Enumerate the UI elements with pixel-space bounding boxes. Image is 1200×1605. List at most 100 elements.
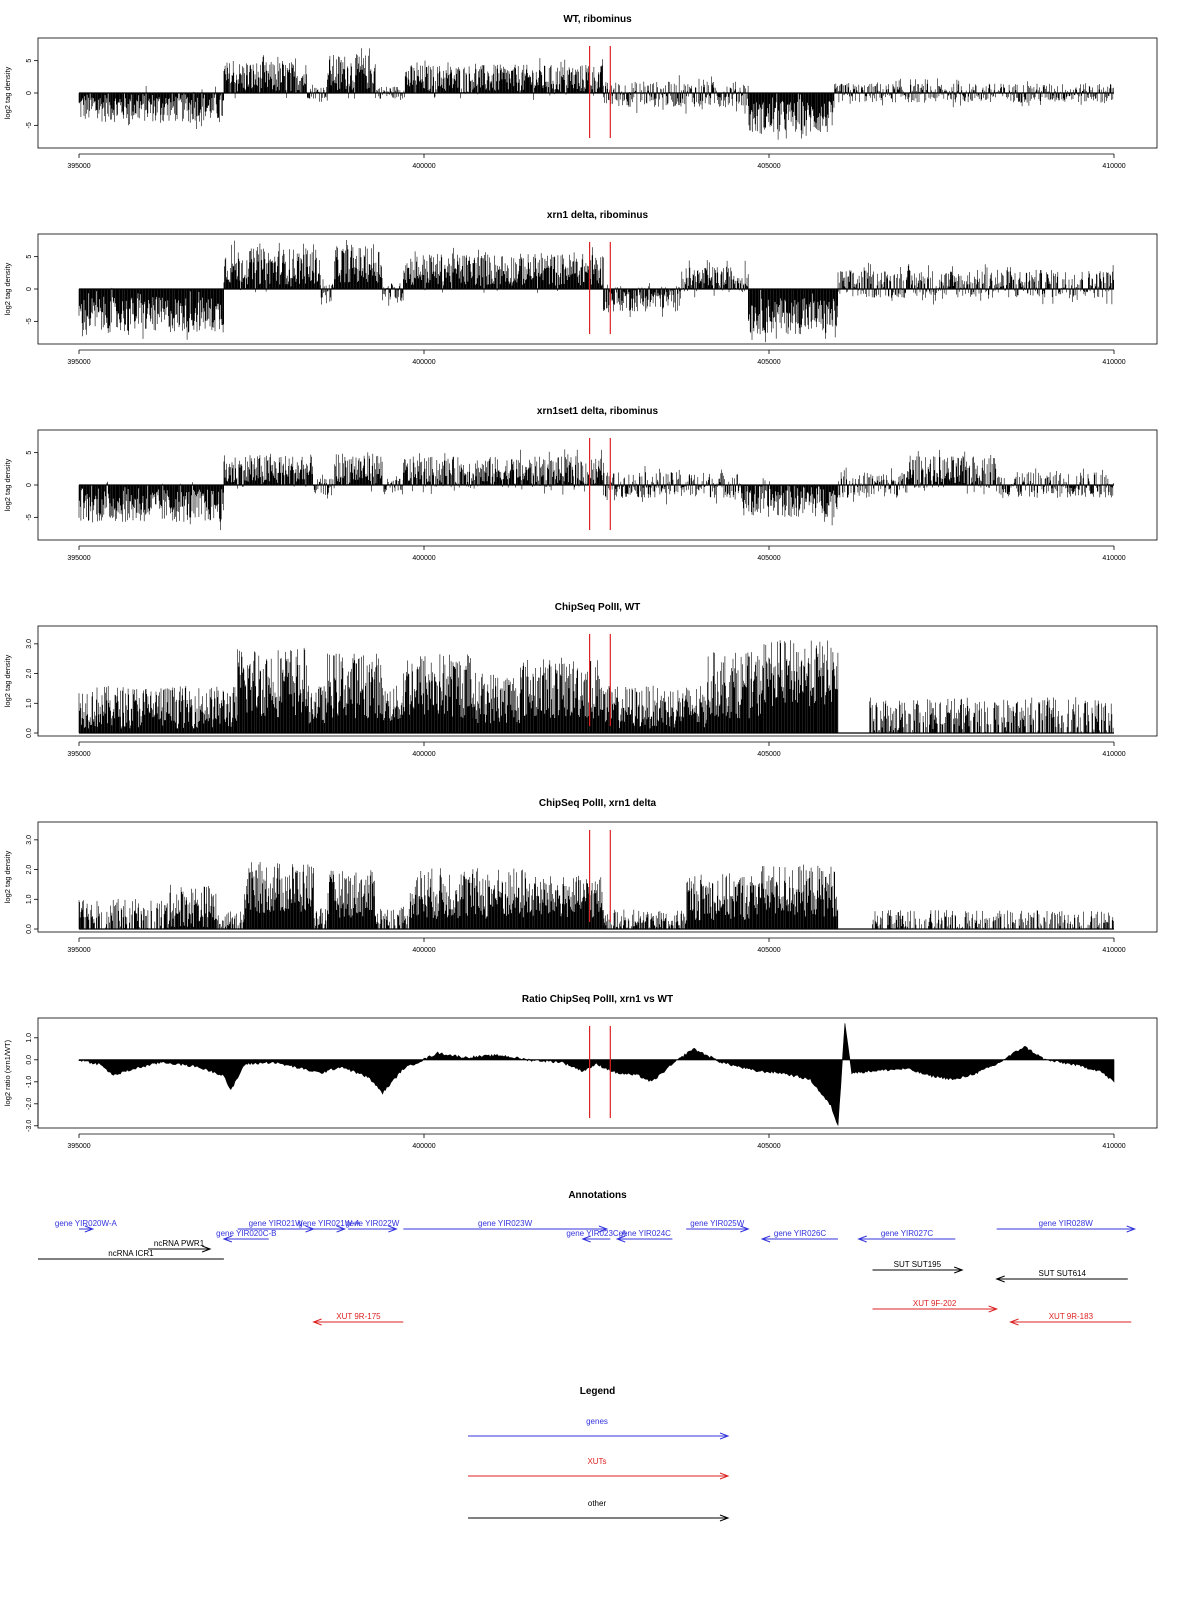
x-tick-label: 400000 <box>412 1143 435 1150</box>
y-tick-label: 3.0 <box>26 639 33 649</box>
feature-label: gene YIR023C-A <box>566 1229 627 1238</box>
feature-label: SUT SUT614 <box>1039 1269 1087 1278</box>
panel-title: Ratio ChipSeq PolII, xrn1 vs WT <box>522 994 673 1005</box>
feature-arrow-head <box>388 1225 398 1233</box>
y-tick-label: 5 <box>26 451 33 455</box>
x-tick-label: 395000 <box>67 751 90 758</box>
y-tick-label: 5 <box>26 59 33 63</box>
feature-label: gene YIR021W-A <box>298 1219 361 1228</box>
annotation-feature: SUT SUT614 <box>995 1269 1128 1283</box>
signal-bars <box>78 449 1114 531</box>
x-tick-label: 410000 <box>1102 947 1125 954</box>
feature-label: gene YIR024C <box>619 1229 672 1238</box>
panel-3: xrn1set1 delta, ribominus -5 0 5 log2 tag de… <box>3 406 1158 562</box>
annotation-feature: XUT 9F-202 <box>872 1299 999 1313</box>
legend-label: other <box>588 1499 607 1508</box>
x-tick-label: 395000 <box>67 359 90 366</box>
y-tick-label: 1.0 <box>26 894 33 904</box>
y-axis: -5 0 5 log2 tag density <box>3 451 39 520</box>
x-tick-label: 400000 <box>412 751 435 758</box>
feature-label: gene YIR020W-A <box>55 1219 118 1228</box>
annotation-feature: gene YIR023C-A <box>566 1229 627 1243</box>
y-tick-label: 0.0 <box>26 924 33 934</box>
ratio-area <box>78 1023 1115 1127</box>
panel-2: xrn1 delta, ribominus -5 0 5 log2 tag densit… <box>3 210 1158 366</box>
feature-arrow-head <box>740 1225 750 1233</box>
y-axis-label: log2 tag density <box>3 66 12 119</box>
feature-label: SUT SUT195 <box>894 1260 942 1269</box>
y-tick-label: 1.0 <box>26 1033 33 1043</box>
annotation-feature: gene YIR028W <box>996 1219 1137 1233</box>
annotations-title: Annotations <box>568 1190 627 1201</box>
annotation-feature: XUT 9R-183 <box>1009 1312 1132 1326</box>
annotation-feature: XUT 9R-175 <box>312 1312 404 1326</box>
y-tick-label: -3.0 <box>26 1120 33 1132</box>
y-tick-label: 0.0 <box>26 1055 33 1065</box>
feature-label: gene YIR020C-B <box>216 1229 276 1238</box>
feature-arrow-head <box>336 1225 347 1233</box>
plot-frame <box>37 1017 1158 1129</box>
feature-arrow-head <box>581 1235 591 1243</box>
panel-5: ChipSeq PolII, xrn1 delta 0.0 1.0 2.0 3.0 log… <box>3 798 1158 954</box>
panel-4: ChipSeq PolII, WT 0.0 1.0 2.0 3.0 log2 tag de… <box>3 602 1158 758</box>
y-tick-label: 2.0 <box>26 865 33 875</box>
x-tick-label: 400000 <box>412 163 435 170</box>
x-tick-label: 410000 <box>1102 1143 1125 1150</box>
feature-label: gene YIR026C <box>774 1229 827 1238</box>
legend-arrow-head <box>719 1514 730 1522</box>
feature-label: gene YIR028W <box>1039 1219 1094 1228</box>
x-tick-label: 410000 <box>1102 555 1125 562</box>
x-tick-label: 405000 <box>757 359 780 366</box>
feature-label: gene YIR023W <box>478 1219 533 1228</box>
x-tick-label: 405000 <box>757 163 780 170</box>
y-tick-label: 0 <box>26 287 33 291</box>
y-tick-label: -5 <box>26 514 33 520</box>
y-axis: -3.0 -2.0 -1.0 0.0 1.0 log2 ratio (xrn1/WT) <box>3 1033 39 1132</box>
x-tick-label: 395000 <box>67 163 90 170</box>
y-tick-label: 5 <box>26 255 33 259</box>
y-tick-label: 2.0 <box>26 669 33 679</box>
feature-label: XUT 9R-175 <box>336 1312 381 1321</box>
y-axis-label: log2 tag density <box>3 262 12 315</box>
feature-label: XUT 9F-202 <box>913 1299 957 1308</box>
annotation-feature: SUT SUT195 <box>872 1260 964 1274</box>
signal-bars <box>78 240 1114 343</box>
annotation-feature: gene YIR020W-A <box>55 1219 118 1233</box>
feature-arrow-head <box>84 1225 95 1233</box>
y-axis: 0.0 1.0 2.0 3.0 log2 tag density <box>3 835 39 934</box>
x-tick-label: 400000 <box>412 947 435 954</box>
feature-arrow-head <box>1126 1225 1137 1233</box>
feature-label: gene YIR025W <box>690 1219 745 1228</box>
x-tick-label: 400000 <box>412 555 435 562</box>
x-tick-label: 405000 <box>757 555 780 562</box>
x-tick-label: 410000 <box>1102 751 1125 758</box>
x-tick-label: 405000 <box>757 947 780 954</box>
signal-bars <box>78 862 1114 929</box>
feature-label: gene YIR021W <box>249 1219 304 1228</box>
annotation-feature: gene YIR021W-A <box>298 1219 361 1233</box>
feature-arrow-head <box>201 1245 212 1253</box>
feature-arrow-head <box>312 1318 322 1326</box>
legend-item-genes: genes <box>468 1417 730 1440</box>
y-tick-label: -2.0 <box>26 1098 33 1110</box>
y-axis: 0.0 1.0 2.0 3.0 log2 tag density <box>3 639 39 738</box>
legend-arrow-head <box>719 1432 730 1440</box>
legend-label: XUTs <box>587 1457 606 1466</box>
panel-title: ChipSeq PolII, xrn1 delta <box>539 798 657 809</box>
x-tick-label: 400000 <box>412 359 435 366</box>
annotation-feature: ncRNA ICR1 <box>38 1249 224 1260</box>
legend-title: Legend <box>580 1386 616 1397</box>
signal-bars <box>78 48 1114 140</box>
x-tick-label: 395000 <box>67 555 90 562</box>
panel-title: xrn1set1 delta, ribominus <box>537 406 659 417</box>
y-tick-label: 1.0 <box>26 698 33 708</box>
feature-label: gene YIR022W <box>345 1219 400 1228</box>
feature-label: gene YIR027C <box>881 1229 934 1238</box>
x-tick-label: 395000 <box>67 947 90 954</box>
data-marks <box>78 862 1114 930</box>
x-tick-label: 405000 <box>757 1143 780 1150</box>
feature-arrow-head <box>995 1275 1005 1283</box>
x-axis: 395000 400000 405000 410000 <box>67 545 1126 562</box>
y-axis: -5 0 5 log2 tag density <box>3 255 39 324</box>
feature-arrow-head <box>598 1225 609 1233</box>
